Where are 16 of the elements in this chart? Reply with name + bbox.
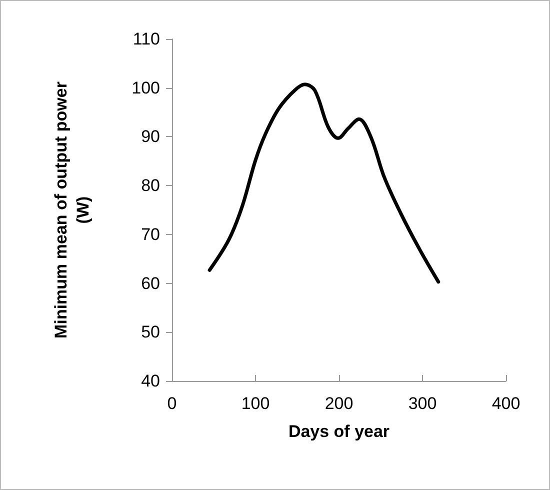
y-tick-label: 70 (141, 224, 160, 244)
x-tick-label: 100 (241, 394, 270, 413)
x-tick-label: 300 (408, 394, 437, 413)
y-axis-title: Minimum mean of output power (W) (52, 81, 92, 338)
y-tick-label: 80 (141, 176, 160, 196)
x-tick-label: 400 (492, 394, 520, 413)
y-tick-label: 50 (141, 322, 160, 342)
y-tick-label: 90 (141, 127, 160, 146)
x-axis-title: Days of year (288, 422, 390, 441)
x-tick-label: 200 (324, 394, 354, 413)
y-tick-label: 100 (132, 78, 160, 98)
y-tick-label: 60 (141, 274, 160, 293)
line-series (208, 82, 440, 284)
y-tick-label: 110 (132, 30, 160, 48)
y-tick-label: 40 (141, 372, 160, 390)
x-tick-label: 0 (167, 394, 177, 413)
